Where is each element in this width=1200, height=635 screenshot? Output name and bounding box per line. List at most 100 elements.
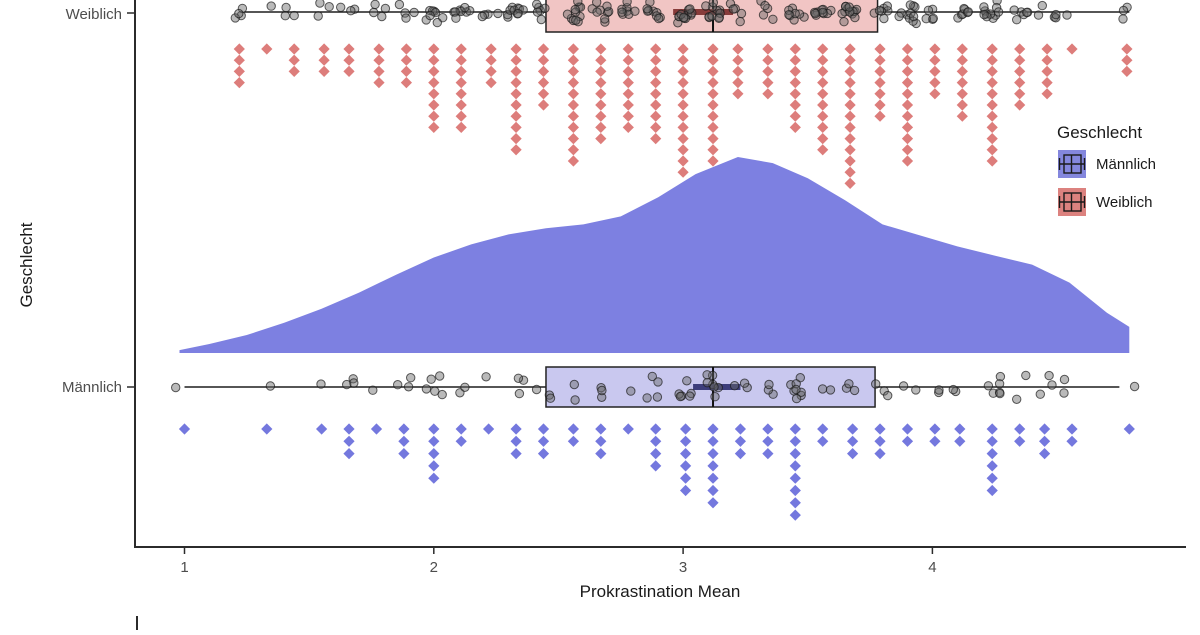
- dotplot-diamond-weiblich: [817, 144, 829, 156]
- dotplot-diamond-weiblich: [455, 77, 467, 89]
- jitter-point-maennlich: [764, 379, 774, 390]
- dotplot-diamond-weiblich: [595, 54, 607, 66]
- dotplot-diamond-weiblich: [1041, 43, 1053, 55]
- jitter-point-maennlich: [642, 393, 652, 403]
- dotplot-diamond-maennlich: [1039, 423, 1051, 435]
- legend-label-maennlich: Männlich: [1096, 156, 1156, 173]
- dotplot-diamond-weiblich: [707, 65, 719, 77]
- dotplot-diamond-maennlich: [847, 423, 859, 435]
- dotplot-diamond-weiblich: [537, 99, 550, 111]
- jitter-point-weiblich: [592, 0, 602, 7]
- dotplot-diamond-weiblich: [817, 88, 829, 100]
- jitter-point-weiblich: [540, 3, 550, 13]
- jitter-point-weiblich: [928, 13, 938, 24]
- dotplot-diamond-weiblich: [595, 77, 607, 89]
- dotplot-diamond-weiblich: [455, 43, 467, 55]
- jitter-point-weiblich: [460, 2, 470, 13]
- jitter-point-weiblich: [762, 3, 773, 14]
- jitter-point-maennlich: [911, 385, 921, 395]
- dotplot-diamond-weiblich: [874, 77, 886, 89]
- jitter-point-weiblich: [281, 2, 291, 13]
- dotplot-diamond-weiblich: [901, 133, 914, 145]
- jitter-point-weiblich: [760, 0, 770, 11]
- dotplot-diamond-maennlich: [707, 448, 719, 460]
- jitter-point-maennlich: [879, 386, 889, 396]
- jitter-point-weiblich: [993, 7, 1004, 17]
- boxplot-layer: [184, 0, 1130, 408]
- dotplot-diamond-weiblich: [844, 177, 856, 189]
- jitter-point-maennlich: [710, 392, 720, 402]
- jitter-point-maennlich: [393, 380, 403, 390]
- dotplot-diamond-weiblich: [485, 77, 497, 89]
- dotplot-diamond-maennlich: [510, 448, 522, 460]
- dotplot-diamond-weiblich: [318, 43, 330, 55]
- dotplot-diamond-weiblich: [510, 54, 522, 66]
- dotplot-diamond-weiblich: [677, 54, 689, 66]
- dotplot-diamond-weiblich: [428, 77, 440, 89]
- dotplot-diamond-weiblich: [986, 77, 998, 89]
- dotplot-diamond-weiblich: [485, 54, 497, 66]
- dotplot-diamond-maennlich: [762, 448, 774, 460]
- dotplot-diamond-weiblich: [1066, 43, 1078, 55]
- jitter-point-weiblich: [923, 5, 934, 15]
- jitter-point-maennlich: [171, 382, 181, 393]
- legend-item-weiblich: Weiblich: [1058, 188, 1152, 216]
- dotplot-diamond-weiblich: [677, 43, 689, 55]
- jitter-point-maennlich: [682, 376, 692, 386]
- jitter-point-weiblich: [234, 8, 244, 19]
- dotplot-diamond-weiblich: [707, 88, 719, 100]
- jitter-point-maennlich: [898, 381, 909, 391]
- dotplot-diamond-weiblich: [956, 54, 968, 66]
- dotplot-diamond-weiblich: [510, 133, 522, 145]
- dotplot-diamond-maennlich: [734, 423, 746, 435]
- dotplot-diamond-maennlich: [707, 484, 719, 497]
- jitter-point-maennlich: [685, 391, 695, 401]
- dotplot-diamond-weiblich: [650, 121, 662, 133]
- dotplot-diamond-maennlich: [789, 497, 801, 509]
- jitter-point-maennlich: [545, 393, 556, 403]
- jitter-point-maennlich: [597, 385, 607, 396]
- jitter-point-weiblich: [313, 11, 323, 21]
- jitter-point-weiblich: [845, 7, 855, 17]
- jitter-point-maennlich: [675, 391, 686, 402]
- jitter-point-maennlich: [871, 379, 881, 389]
- jitter-point-weiblich: [562, 9, 573, 19]
- jitter-point-maennlich: [460, 382, 470, 392]
- dotplot-diamond-maennlich: [707, 497, 719, 509]
- jitter-point-maennlich: [995, 371, 1006, 382]
- dotplot-diamond-weiblich: [455, 121, 467, 133]
- dotplot-diamond-weiblich: [373, 54, 385, 66]
- dotplot-diamond-weiblich: [567, 110, 579, 122]
- dotplot-diamond-weiblich: [677, 166, 689, 178]
- dotplot-diamond-maennlich: [455, 423, 467, 435]
- dotplot-diamond-weiblich: [428, 88, 440, 100]
- dotplot-diamond-weiblich: [233, 54, 245, 66]
- dotplot-diamond-maennlich: [789, 484, 801, 497]
- dotplot-diamond-weiblich: [537, 88, 550, 100]
- dotplot-diamond-weiblich: [817, 121, 829, 133]
- dotplot-diamond-weiblich: [732, 54, 744, 66]
- dotplot-diamond-weiblich: [677, 99, 689, 111]
- dotplot-diamond-weiblich: [567, 133, 579, 145]
- dotplot-diamond-weiblich: [1014, 77, 1026, 89]
- dotplot-diamond-weiblich: [677, 77, 689, 89]
- dotplot-diamond-maennlich: [734, 435, 746, 447]
- dotplot-diamond-weiblich: [510, 77, 522, 89]
- jitter-point-weiblich: [1033, 10, 1044, 20]
- dotplot-diamond-weiblich: [986, 54, 998, 66]
- dotplot-diamond-weiblich: [707, 121, 719, 133]
- dotplot-diamond-maennlich: [537, 423, 550, 435]
- jitter-point-weiblich: [324, 2, 334, 12]
- dotplot-diamond-weiblich: [707, 133, 719, 145]
- dotplot-diamond-weiblich: [1041, 88, 1053, 100]
- jitter-point-weiblich: [289, 10, 299, 21]
- dotplot-diamond-weiblich: [567, 54, 579, 66]
- dotplot-diamond-weiblich: [400, 43, 412, 55]
- legend-title: Geschlecht: [1057, 123, 1142, 142]
- jitter-point-maennlich: [1129, 381, 1140, 392]
- legend-key-maennlich-glyph-lines: [1058, 154, 1086, 174]
- dotplot-diamond-weiblich: [650, 88, 662, 100]
- dotplot-diamond-weiblich: [650, 54, 662, 66]
- dotplot-diamond-maennlich: [428, 460, 440, 472]
- dotplot-diamond-weiblich: [288, 65, 300, 77]
